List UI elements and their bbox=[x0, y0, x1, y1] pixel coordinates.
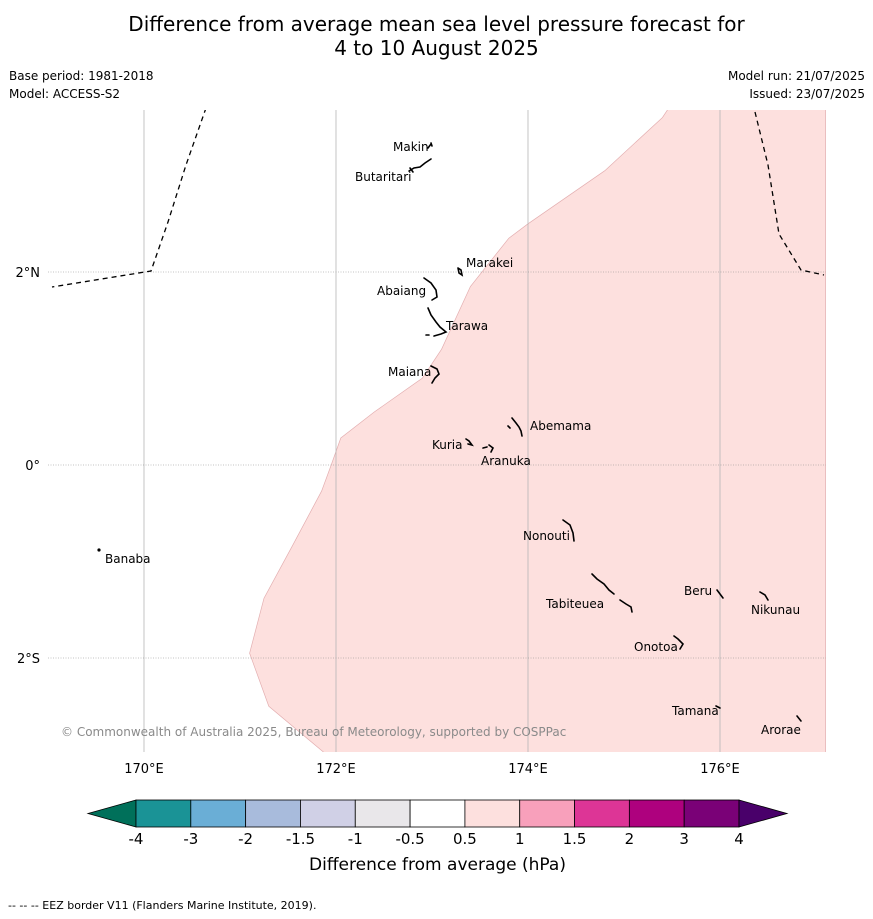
lat-tick-label: 2°S bbox=[17, 652, 40, 667]
colorbar-bin-8 bbox=[574, 799, 630, 828]
lon-tick-label: 172°E bbox=[316, 762, 356, 777]
island-label-beru: Beru bbox=[684, 584, 712, 598]
island-shape-nonouti bbox=[562, 519, 575, 542]
model-name: Model: ACCESS-S2 bbox=[9, 87, 121, 101]
colorbar-tick-label: -1.5 bbox=[286, 830, 315, 848]
island-shape-abaiang bbox=[423, 277, 438, 301]
island-shape-aranuka bbox=[482, 444, 495, 453]
island-label-aranuka: Aranuka bbox=[481, 454, 531, 468]
colorbar-tick-label: -4 bbox=[129, 830, 144, 848]
colorbar-tick-label: 3 bbox=[679, 830, 689, 848]
island-label-banaba: Banaba bbox=[105, 552, 151, 566]
lon-tick-label: 174°E bbox=[508, 762, 548, 777]
colorbar-tick-label: 1.5 bbox=[563, 830, 587, 848]
meta-left: Base period: 1981-2018 Model: ACCESS-S2 bbox=[9, 67, 154, 103]
island-shape-abemama bbox=[507, 417, 523, 437]
lat-tick-label: 2°N bbox=[16, 266, 41, 281]
colorbar-bin-1 bbox=[190, 799, 247, 828]
island-label-tamana: Tamana bbox=[671, 704, 719, 718]
colorbar-tick-label: -2 bbox=[238, 830, 253, 848]
island-shape-tamana bbox=[715, 705, 721, 709]
base-period: Base period: 1981-2018 bbox=[9, 69, 154, 83]
colorbar-tick-label: 1 bbox=[515, 830, 525, 848]
eez-footer-note: -- -- -- EEZ border V11 (Flanders Marine… bbox=[8, 899, 317, 912]
colorbar-under-arrow bbox=[86, 799, 137, 828]
colorbar-tick-label: 4 bbox=[734, 830, 744, 848]
island-label-butaritari: Butaritari bbox=[355, 170, 412, 184]
map-body: Makin Butaritari Marakei Abaiang Tarawa Maian… bbox=[48, 110, 826, 752]
model-run: Model run: 21/07/2025 bbox=[727, 69, 865, 83]
island-label-arorae: Arorae bbox=[761, 723, 801, 737]
colorbar-tick-label: 2 bbox=[625, 830, 635, 848]
eez-border-west bbox=[51, 110, 206, 288]
meta-right: Model run: 21/07/2025 Issued: 23/07/2025 bbox=[728, 67, 865, 103]
colorbar-bin-5 bbox=[409, 799, 466, 828]
colorbar-tick-label: -1 bbox=[348, 830, 363, 848]
colorbar-over-arrow bbox=[738, 799, 789, 828]
colorbar-bin-3 bbox=[300, 799, 356, 828]
island-label-abaiang: Abaiang bbox=[377, 284, 426, 298]
island-label-abemama: Abemama bbox=[530, 419, 591, 433]
colorbar-bin-6 bbox=[464, 799, 521, 828]
island-shape-tarawa bbox=[425, 307, 448, 337]
island-label-makin: Makin bbox=[393, 140, 429, 154]
island-shape-onotoa bbox=[673, 635, 685, 650]
map-area: Makin Butaritari Marakei Abaiang Tarawa Maian… bbox=[16, 110, 826, 777]
colorbar-bin-2 bbox=[245, 799, 301, 828]
lon-tick-label: 176°E bbox=[700, 762, 740, 777]
island-shape-maiana bbox=[430, 365, 440, 384]
island-shape-beru bbox=[716, 589, 724, 599]
island-label-maiana: Maiana bbox=[388, 365, 431, 379]
island-shape-arorae bbox=[796, 715, 802, 722]
colorbar-tick-label: 0.5 bbox=[453, 830, 477, 848]
title-line-1: Difference from average mean sea level p… bbox=[128, 12, 745, 36]
island-label-onotoa: Onotoa bbox=[634, 640, 678, 654]
island-shape-makin bbox=[427, 142, 433, 149]
colorbar-bin-7 bbox=[519, 799, 575, 828]
island-shape-nikunau bbox=[759, 591, 769, 601]
island-label-tabiteuea: Tabiteuea bbox=[545, 597, 604, 611]
island-shape-banaba bbox=[97, 548, 101, 552]
colorbar: -4 -3 -2 -1.5 -1 -0.5 0.5 1 1.5 2 3 4 Difference fro… bbox=[86, 799, 789, 875]
colorbar-bin-9 bbox=[628, 799, 685, 828]
colorbar-tick-label: -3 bbox=[183, 830, 198, 848]
colorbar-bin-0 bbox=[135, 799, 192, 828]
copyright-text: © Commonwealth of Australia 2025, Bureau… bbox=[61, 725, 566, 739]
island-shape-butaritari bbox=[408, 158, 432, 173]
colorbar-bin-10 bbox=[683, 799, 740, 828]
colorbar-bin-4 bbox=[354, 799, 411, 828]
lat-tick-label: 0° bbox=[25, 459, 40, 474]
colorbar-label: Difference from average (hPa) bbox=[309, 855, 566, 875]
island-label-marakei: Marakei bbox=[466, 256, 513, 270]
lon-tick-label: 170°E bbox=[124, 762, 164, 777]
eez-border-east bbox=[754, 111, 825, 276]
island-shape-marakei bbox=[457, 267, 464, 277]
issued-date: Issued: 23/07/2025 bbox=[749, 87, 865, 101]
island-label-kuria: Kuria bbox=[432, 438, 463, 452]
colorbar-tick-label: -0.5 bbox=[395, 830, 424, 848]
island-label-tarawa: Tarawa bbox=[445, 319, 488, 333]
island-label-nikunau: Nikunau bbox=[751, 603, 800, 617]
map-title: Difference from average mean sea level p… bbox=[0, 12, 873, 60]
title-line-2: 4 to 10 August 2025 bbox=[334, 36, 539, 60]
island-label-nonouti: Nonouti bbox=[523, 529, 570, 543]
island-shape-kuria bbox=[465, 438, 474, 447]
island-shape-tabiteuea bbox=[591, 573, 633, 613]
